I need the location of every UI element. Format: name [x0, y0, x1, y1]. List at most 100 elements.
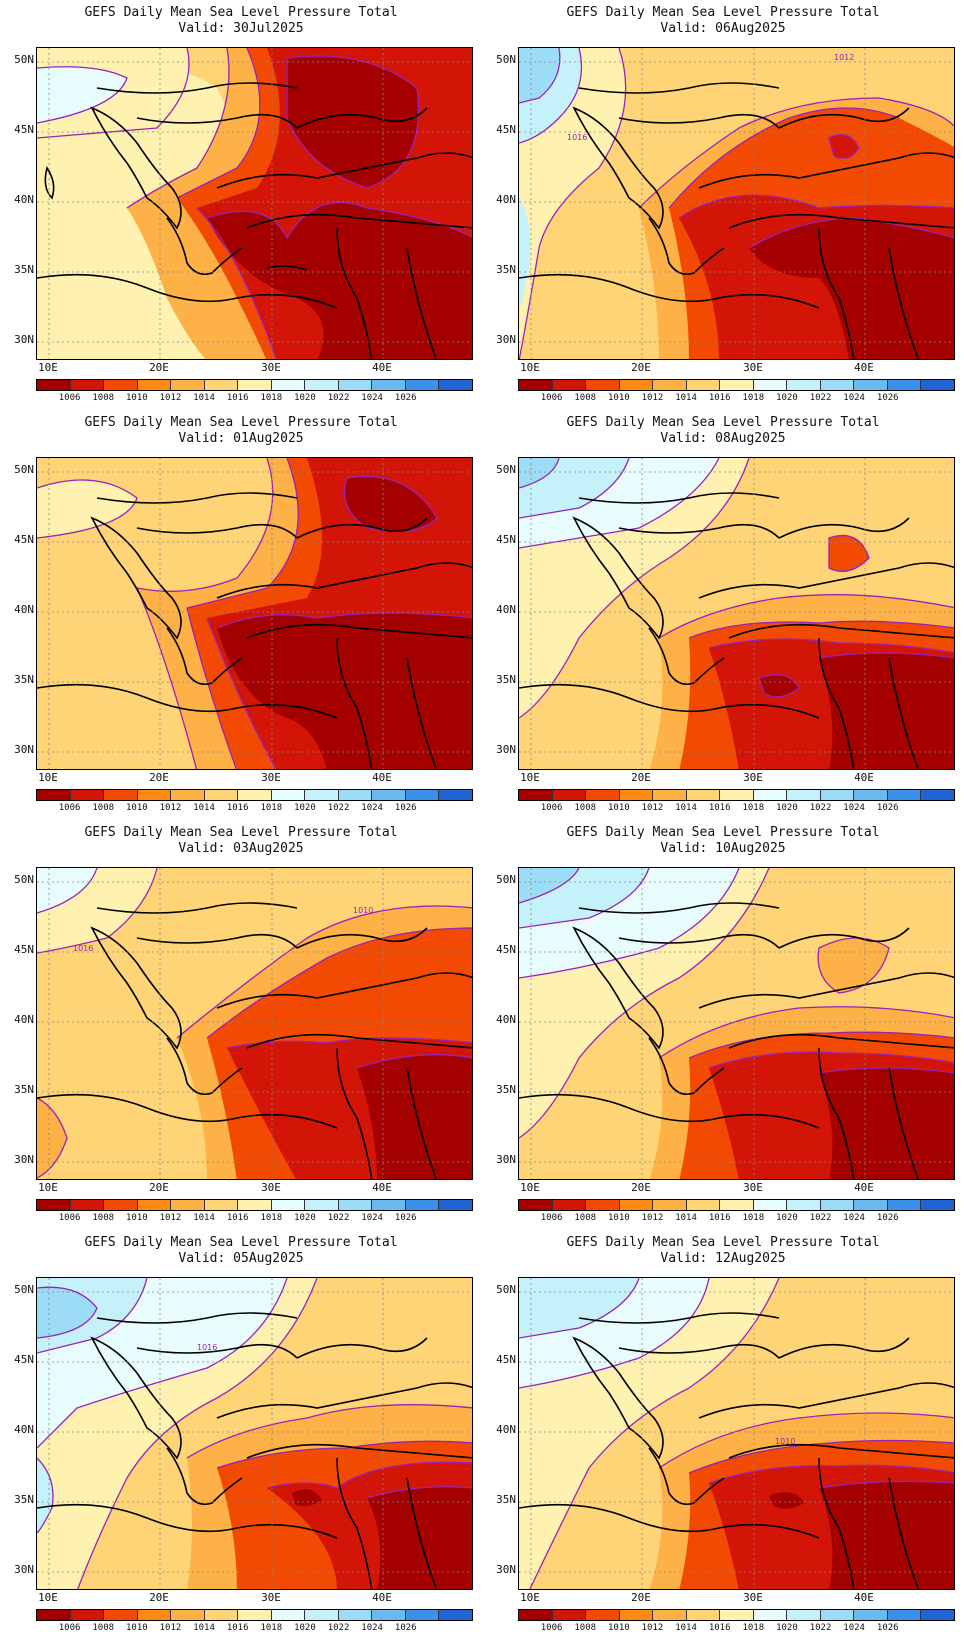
colorbar-swatch: [171, 1200, 205, 1210]
colorbar-swatch: [653, 1200, 687, 1210]
colorbar-swatch: [921, 380, 954, 390]
colorbar-label: 1020: [776, 1623, 798, 1633]
lat-label: 45N: [14, 1353, 34, 1366]
colorbar-label: 1012: [641, 1623, 664, 1633]
colorbar-label: 1022: [809, 393, 832, 403]
contour-label: 1016: [197, 1343, 217, 1352]
lat-label: 40N: [496, 1423, 516, 1436]
colorbar-label: 1016: [708, 393, 731, 403]
colorbar-swatch: [238, 380, 272, 390]
lon-label: 20E: [631, 771, 651, 784]
colorbar-label: 1024: [361, 1213, 383, 1223]
lon-label: 20E: [631, 361, 651, 374]
colorbar-swatch: [439, 380, 472, 390]
colorbar-label: 1018: [260, 803, 283, 813]
colorbar: [518, 1199, 955, 1211]
colorbar-swatch: [104, 1610, 138, 1620]
colorbar-label: 1006: [58, 1623, 81, 1633]
colorbar-label: 1024: [361, 1623, 383, 1633]
colorbar-label: 1016: [226, 803, 249, 813]
colorbar-swatch: [372, 380, 406, 390]
colorbar-swatch: [887, 1610, 922, 1620]
lat-label: 30N: [496, 333, 516, 346]
colorbar-swatch: [921, 1200, 954, 1210]
lat-label: 50N: [14, 1283, 34, 1296]
panel-valid-date: Valid: 30Jul2025: [178, 21, 304, 36]
colorbar-label: 1008: [574, 1213, 597, 1223]
colorbar-label: 1010: [608, 393, 630, 403]
colorbar-swatch: [405, 1610, 440, 1620]
colorbar-label: 1026: [876, 1623, 899, 1633]
colorbar-label: 1008: [92, 1213, 115, 1223]
colorbar-swatch: [753, 380, 788, 390]
colorbar-label: 1006: [58, 1213, 81, 1223]
lat-label: 30N: [14, 333, 34, 346]
colorbar-label: 1022: [327, 803, 350, 813]
colorbar-label: 1020: [776, 393, 798, 403]
colorbar-swatch: [619, 790, 654, 800]
map-area: 1012 1016: [518, 47, 955, 360]
map-panel-6: GEFS Daily Mean Sea Level Pressure Total…: [482, 820, 964, 1230]
colorbar-label: 1018: [742, 1623, 765, 1633]
colorbar-label: 1012: [641, 1213, 664, 1223]
colorbar-swatch: [753, 1200, 788, 1210]
lon-label: 10E: [520, 771, 540, 784]
colorbar-swatch: [552, 1200, 587, 1210]
colorbar-swatch: [372, 1200, 406, 1210]
lon-label: 10E: [38, 361, 58, 374]
lon-label: 30E: [743, 771, 763, 784]
colorbar-label: 1018: [260, 1213, 283, 1223]
colorbar-swatch: [619, 1200, 654, 1210]
lon-label: 20E: [631, 1591, 651, 1604]
lon-label: 40E: [854, 361, 874, 374]
colorbar-swatch: [204, 380, 239, 390]
colorbar-label: 1014: [193, 1623, 215, 1633]
colorbar-label: 1024: [361, 393, 383, 403]
lat-label: 45N: [496, 533, 516, 546]
panel-title: GEFS Daily Mean Sea Level Pressure Total: [566, 1235, 880, 1250]
colorbar-swatch: [305, 1200, 339, 1210]
colorbar-label: 1014: [675, 1623, 697, 1633]
map-panel-4: GEFS Daily Mean Sea Level Pressure Total…: [482, 410, 964, 820]
lon-label: 20E: [631, 1181, 651, 1194]
colorbar-swatch: [439, 1610, 472, 1620]
colorbar-swatch: [271, 1200, 306, 1210]
lon-label: 10E: [38, 1181, 58, 1194]
colorbar-label: 1018: [260, 1623, 283, 1633]
colorbar-swatch: [586, 790, 620, 800]
panel-title: GEFS Daily Mean Sea Level Pressure Total: [566, 825, 880, 840]
colorbar-label: 1008: [574, 393, 597, 403]
colorbar-swatch: [686, 380, 721, 390]
colorbar-label: 1008: [92, 1623, 115, 1633]
colorbar-label: 1024: [843, 1623, 865, 1633]
contour-label: 1016: [73, 944, 93, 953]
colorbar-swatch: [854, 380, 888, 390]
colorbar-swatch: [653, 380, 687, 390]
colorbar-label: 1012: [159, 393, 182, 403]
colorbar-swatch: [720, 1200, 754, 1210]
colorbar-swatch: [619, 380, 654, 390]
map-area: [518, 457, 955, 770]
map-panel-2: GEFS Daily Mean Sea Level Pressure Total…: [482, 0, 964, 410]
colorbar-swatch: [37, 380, 71, 390]
colorbar-swatch: [37, 1200, 71, 1210]
colorbar-swatch: [271, 380, 306, 390]
colorbar-swatch: [171, 790, 205, 800]
colorbar-swatch: [405, 380, 440, 390]
contour-label: 1010: [775, 1437, 795, 1446]
colorbar-swatch: [104, 380, 138, 390]
colorbar-label: 1026: [876, 393, 899, 403]
colorbar-label: 1026: [876, 1213, 899, 1223]
colorbar-label: 1012: [159, 803, 182, 813]
panel-title: GEFS Daily Mean Sea Level Pressure Total: [566, 5, 880, 20]
lon-label: 20E: [149, 1591, 169, 1604]
colorbar-label: 1010: [608, 1213, 630, 1223]
colorbar-swatch: [519, 1610, 553, 1620]
panel-title: GEFS Daily Mean Sea Level Pressure Total: [84, 5, 398, 20]
colorbar-label: 1022: [809, 1623, 832, 1633]
colorbar-label: 1010: [126, 1623, 148, 1633]
colorbar-swatch: [519, 790, 553, 800]
colorbar-label: 1020: [776, 1213, 798, 1223]
lat-label: 40N: [496, 1013, 516, 1026]
colorbar-label: 1014: [675, 1213, 697, 1223]
